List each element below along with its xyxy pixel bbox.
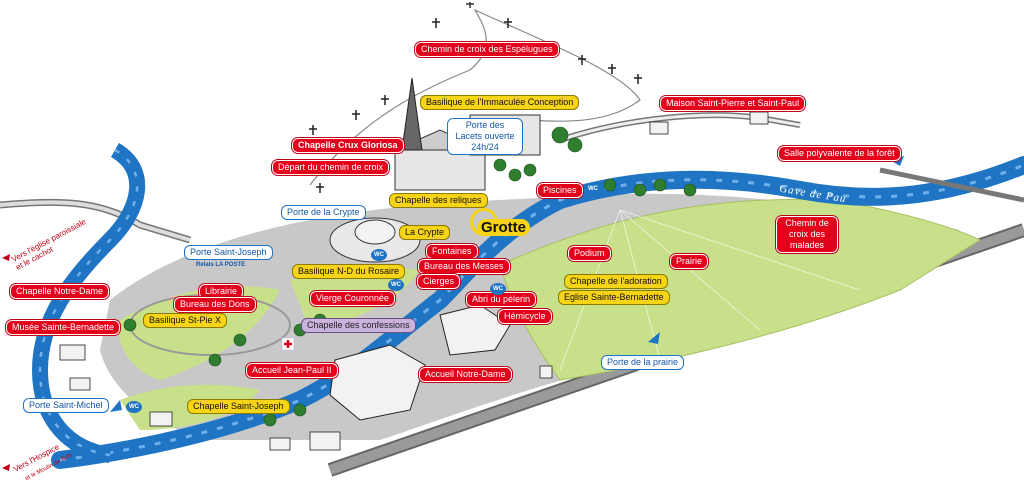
label-accueil-jean-paul[interactable]: Accueil Jean-Paul II [246, 363, 338, 378]
label-chapelle-notre-dame[interactable]: Chapelle Notre-Dame [10, 284, 110, 299]
label-grotte[interactable]: Grotte [477, 219, 530, 236]
label-eglise-bernadette[interactable]: Eglise Sainte-Bernadette [558, 290, 670, 305]
label-maison-st-pierre[interactable]: Maison Saint-Pierre et Saint-Paul [660, 96, 806, 111]
label-chapelle-reliques[interactable]: Chapelle des reliques [389, 193, 488, 208]
label-chapelle-crux[interactable]: Chapelle Crux Gloriosa [292, 138, 404, 153]
small-buildings [59, 111, 769, 451]
accueil-notre-dame-building [329, 304, 511, 421]
label-porte-st-joseph[interactable]: Porte Saint-Joseph [184, 245, 273, 260]
relais-poste: Relais LA POSTE [196, 262, 246, 268]
arrow-icon-prairie [648, 332, 660, 344]
calvary-cross-icon [466, 2, 474, 8]
label-musee-bernadette[interactable]: Musée Sainte-Bernadette [6, 320, 121, 335]
label-porte-lacets[interactable]: Porte des Lacets ouverte 24h/24 [447, 118, 523, 155]
label-bureau-messes[interactable]: Bureau des Messes [418, 259, 510, 274]
prairie-lawn [499, 198, 982, 381]
basilique-rosaire-building [329, 217, 421, 263]
arrow-icon-eglise [2, 254, 10, 261]
label-hemicycle[interactable]: Hémicycle [498, 309, 552, 324]
label-piscines[interactable]: Piscines [537, 183, 583, 198]
arrow-icon-foret [890, 156, 904, 166]
trees [123, 126, 697, 427]
label-podium[interactable]: Podium [568, 246, 611, 261]
label-porte-st-michel[interactable]: Porte Saint-Michel [23, 398, 109, 413]
gave-de-pau-river [51, 156, 1024, 469]
arrow-icon-st-michel [110, 400, 122, 412]
label-cierges[interactable]: Cierges [417, 274, 461, 289]
wc-icon: WC [371, 249, 387, 261]
arrow-icon-hospice [2, 464, 10, 471]
label-chemin-espelugues[interactable]: Chemin de croix des Espélugues [415, 42, 559, 57]
label-depart-chemin[interactable]: Départ du chemin de croix [272, 160, 390, 175]
calvary-path [309, 8, 641, 186]
label-la-crypte[interactable]: La Crypte [399, 225, 451, 240]
label-salle-foret[interactable]: Salle polyvalente de la forêt [778, 146, 901, 161]
label-fontaines[interactable]: Fontaines [426, 244, 478, 259]
label-basilique-immaculee[interactable]: Basilique de l'Immaculée Conception [420, 95, 580, 110]
label-basilique-pie-x[interactable]: Basilique St-Pie X [143, 313, 228, 328]
first-aid-icon [281, 337, 295, 351]
label-chemin-malades[interactable]: Chemin de croix des malades [776, 216, 838, 253]
label-porte-prairie[interactable]: Porte de la prairie [601, 355, 685, 370]
wc-icon: WC [585, 183, 601, 195]
river-loop [31, 143, 146, 463]
label-chapelle-st-joseph[interactable]: Chapelle Saint-Joseph [187, 399, 290, 414]
wc-icon: WC [126, 401, 142, 413]
label-chapelle-adoration[interactable]: Chapelle de l'adoration [564, 274, 668, 289]
wc-icon: WC [490, 283, 506, 295]
label-porte-crypte[interactable]: Porte de la Crypte [281, 205, 366, 220]
label-chapelle-confessions[interactable]: Chapelle des confessions [301, 318, 416, 333]
wc-icon: WC [388, 279, 404, 291]
label-prairie[interactable]: Prairie [670, 254, 709, 269]
label-basilique-rosaire[interactable]: Basilique N-D du Rosaire [292, 264, 406, 279]
label-accueil-notre-dame[interactable]: Accueil Notre-Dame [419, 367, 512, 382]
label-abri-pelerin[interactable]: Abri du pèlerin [466, 292, 537, 307]
label-bureau-dons[interactable]: Bureau des Dons [174, 297, 256, 312]
label-vierge-couronnee[interactable]: Vierge Couronnée [310, 291, 395, 306]
